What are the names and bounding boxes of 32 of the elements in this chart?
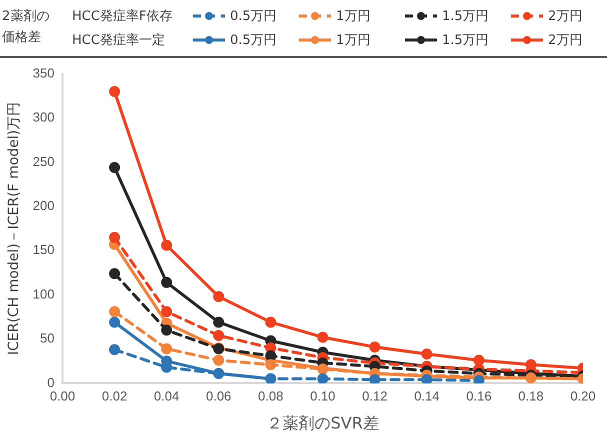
text: HCC発症率一定 <box>72 32 166 49</box>
x-tick-label: 0.08 <box>258 388 284 404</box>
legend-label: 2万円 <box>548 32 582 49</box>
legend-label: 1万円 <box>336 8 370 25</box>
legend-label: 2万円 <box>548 8 582 25</box>
y-tick-label: 150 <box>32 242 54 258</box>
y-tick-label: 250 <box>32 154 54 169</box>
y-tick-label: 50 <box>40 330 54 346</box>
y-axis-title: ICER(CH model)－ICER(F model)万円 <box>6 102 22 356</box>
legend-label: 0.5万円 <box>230 8 277 25</box>
legend-title: 2薬剤の価格差 <box>2 8 50 47</box>
x-tick-label: 0.06 <box>206 388 232 404</box>
y-tick-label: 0 <box>47 374 54 390</box>
x-tick-label: 0.00 <box>50 388 76 404</box>
x-tick-label: 0.16 <box>466 388 492 404</box>
y-tick-label: 200 <box>32 198 54 213</box>
y-tick-label: 300 <box>32 110 54 125</box>
x-tick-label: 0.14 <box>414 388 440 404</box>
x-tick-label: 0.02 <box>102 388 128 404</box>
y-tick-label: 100 <box>32 286 54 302</box>
legend-label: 1.5万円 <box>442 32 489 49</box>
x-tick-label: 0.20 <box>570 388 596 404</box>
x-tick-label: 0.10 <box>310 388 336 404</box>
legend-label: 0.5万円 <box>230 32 277 49</box>
x-tick-label: 0.18 <box>518 388 544 404</box>
x-axis-title: ２薬剤のSVR差 <box>266 414 379 433</box>
x-tick-label: 0.04 <box>154 388 180 404</box>
legend-label: 1万円 <box>336 32 370 49</box>
text: HCC発症率F依存 <box>72 8 174 25</box>
x-tick-label: 0.12 <box>362 388 388 404</box>
legend-label: 1.5万円 <box>442 8 489 25</box>
y-tick-label: 350 <box>32 65 54 80</box>
